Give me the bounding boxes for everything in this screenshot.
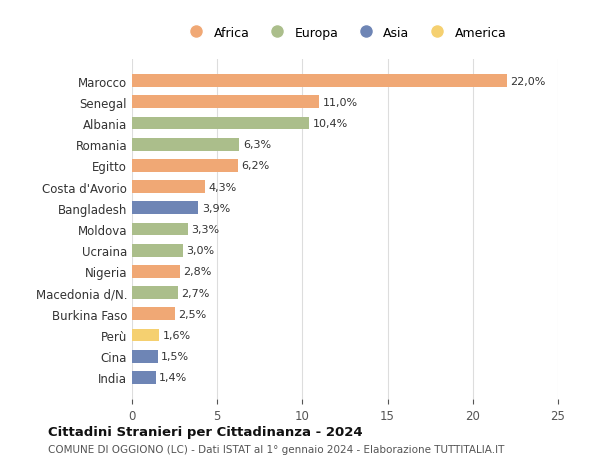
Bar (132, 181, 205, 194)
Text: 1,5%: 1,5% (161, 352, 189, 361)
Text: Cittadini Stranieri per Cittadinanza - 2024: Cittadini Stranieri per Cittadinanza - 2… (48, 425, 362, 438)
Bar (132, 286, 178, 299)
Bar (132, 160, 238, 173)
Text: 2,7%: 2,7% (181, 288, 210, 298)
Text: 1,6%: 1,6% (163, 330, 191, 340)
Text: 1,4%: 1,4% (159, 373, 188, 382)
Text: 3,9%: 3,9% (202, 203, 230, 213)
Text: 6,3%: 6,3% (243, 140, 271, 150)
Text: 22,0%: 22,0% (510, 77, 545, 86)
Bar (132, 350, 158, 363)
Text: 6,2%: 6,2% (241, 161, 269, 171)
Text: 3,0%: 3,0% (187, 246, 215, 256)
Text: 3,3%: 3,3% (191, 224, 220, 235)
Bar (132, 265, 180, 278)
Bar (132, 75, 507, 88)
Bar (132, 118, 309, 130)
Bar (132, 329, 159, 341)
Bar (132, 244, 183, 257)
Text: 10,4%: 10,4% (313, 119, 348, 129)
Text: 2,5%: 2,5% (178, 309, 206, 319)
Bar (132, 96, 319, 109)
Text: 11,0%: 11,0% (323, 98, 358, 107)
Bar (132, 223, 188, 236)
Text: 2,8%: 2,8% (183, 267, 211, 277)
Legend: Africa, Europa, Asia, America: Africa, Europa, Asia, America (179, 22, 511, 45)
Bar (132, 308, 175, 320)
Text: 4,3%: 4,3% (209, 182, 237, 192)
Bar (132, 202, 199, 215)
Bar (132, 139, 239, 151)
Bar (132, 371, 156, 384)
Text: COMUNE DI OGGIONO (LC) - Dati ISTAT al 1° gennaio 2024 - Elaborazione TUTTITALIA: COMUNE DI OGGIONO (LC) - Dati ISTAT al 1… (48, 444, 505, 454)
